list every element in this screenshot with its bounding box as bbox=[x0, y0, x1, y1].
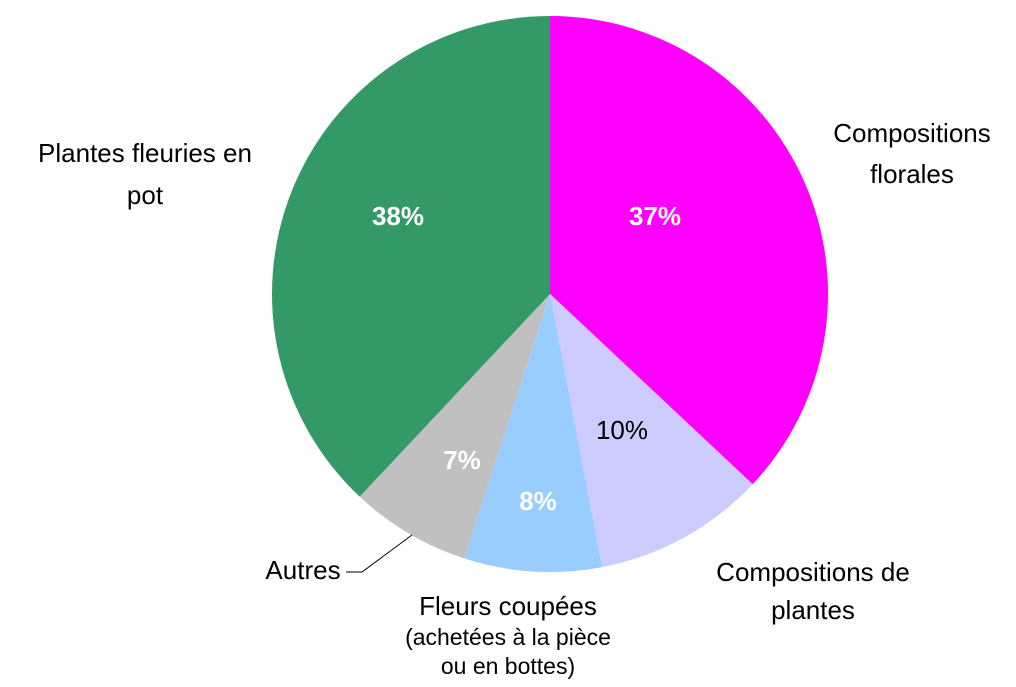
category-label: Plantes fleuries en bbox=[38, 138, 252, 168]
value-label: 10% bbox=[596, 415, 648, 445]
pie-slice bbox=[272, 16, 550, 497]
category-label: plantes bbox=[771, 595, 855, 625]
category-label: ou en bottes) bbox=[441, 653, 575, 679]
pie-slice bbox=[359, 294, 550, 559]
category-label: Fleurs coupées bbox=[419, 591, 597, 621]
category-label: florales bbox=[870, 159, 954, 189]
value-label: 37% bbox=[629, 201, 681, 231]
category-label: Compositions bbox=[833, 118, 991, 148]
category-label: Compositions de bbox=[716, 557, 910, 587]
category-label: Autres bbox=[265, 555, 340, 585]
pie-slice bbox=[550, 294, 753, 568]
value-label: 7% bbox=[443, 445, 481, 475]
category-label: pot bbox=[127, 180, 164, 210]
pie-slice bbox=[550, 16, 828, 485]
value-label: 38% bbox=[372, 201, 424, 231]
category-label: (achetées à la pièce bbox=[405, 624, 611, 650]
pie-slice bbox=[464, 294, 603, 572]
value-label: 8% bbox=[519, 486, 557, 516]
leader-line bbox=[346, 534, 413, 573]
